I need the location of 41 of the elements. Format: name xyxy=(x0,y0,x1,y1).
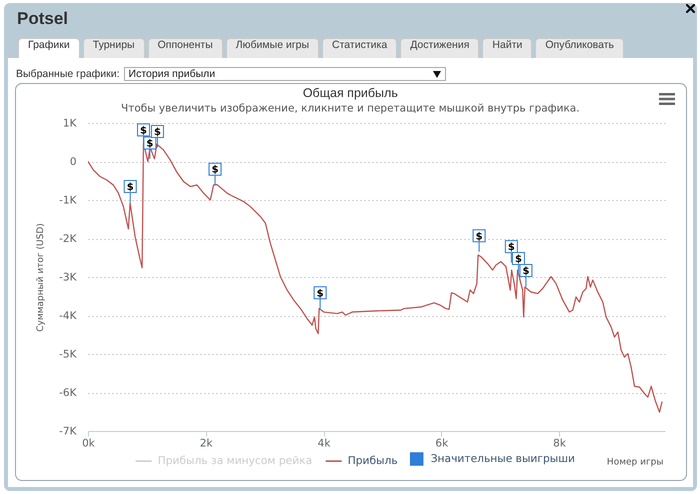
tab: Найти xyxy=(482,38,532,58)
y-axis-title: Суммарный итог (USD) xyxy=(36,223,46,332)
text: Выбранные графики: xyxy=(16,67,120,81)
data-label: $ xyxy=(154,126,161,138)
x-tick-label: 0k xyxy=(82,438,96,450)
y-tick-label: -4K xyxy=(59,310,78,322)
y-tick-label: 0 xyxy=(70,156,76,168)
text: Potsel xyxy=(17,9,68,29)
legend-label: Прибыль xyxy=(348,454,398,468)
tab: Статистика xyxy=(322,38,398,58)
y-tick-label: -3K xyxy=(59,272,78,284)
y-tick-label: -2K xyxy=(59,233,78,245)
data-label: $ xyxy=(514,254,522,266)
y-tick-label: -1K xyxy=(59,194,78,206)
data-label: $ xyxy=(146,138,154,150)
x-tick-label: 8k xyxy=(553,438,567,450)
data-label: $ xyxy=(212,164,219,176)
data-label: $ xyxy=(508,242,515,254)
tab: Оппоненты xyxy=(148,38,223,58)
tab: Опубликовать xyxy=(535,38,624,58)
y-tick-label: -6K xyxy=(59,387,78,399)
dropdown-field: История прибыли xyxy=(124,67,446,81)
y-tick-label: -7K xyxy=(59,426,78,438)
data-label: $ xyxy=(126,182,134,194)
tab: Достижения xyxy=(400,38,480,58)
tab: Турниры xyxy=(82,38,145,58)
x-tick-label: 2k xyxy=(200,438,214,450)
data-label: $ xyxy=(140,125,148,136)
y-tick-label: -5K xyxy=(59,348,78,360)
data-label: $ xyxy=(476,231,483,242)
x-axis-title: Номер игры xyxy=(606,458,664,468)
tab: Графики xyxy=(18,38,80,58)
data-label: $ xyxy=(522,266,530,277)
x-tick-label: 6k xyxy=(435,438,450,450)
tab: Любимые игры xyxy=(226,38,320,58)
x-tick-label: 4k xyxy=(318,438,332,450)
data-label: $ xyxy=(316,288,324,300)
legend-label: Значительные выигрыши xyxy=(430,452,575,465)
y-tick-label: 1K xyxy=(62,118,78,130)
chart-title: Общая прибыль xyxy=(302,86,398,100)
chart-subtitle: Чтобы увеличить изображение, кликните и перетащите мышкой внутрь графика. xyxy=(121,102,580,114)
